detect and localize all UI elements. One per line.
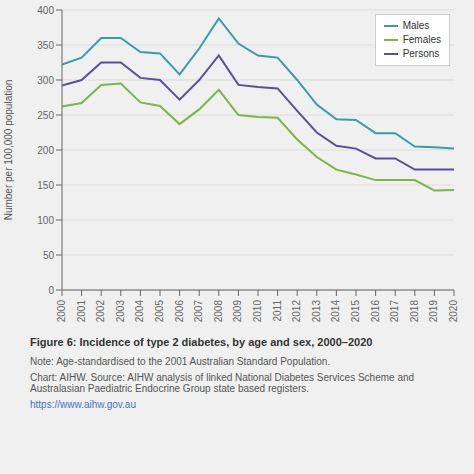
svg-text:2013: 2013 (311, 300, 322, 323)
svg-text:2000: 2000 (56, 300, 67, 323)
svg-text:2006: 2006 (174, 300, 185, 323)
svg-text:350: 350 (37, 40, 54, 51)
svg-text:2012: 2012 (291, 300, 302, 323)
svg-text:2011: 2011 (272, 300, 283, 322)
svg-text:2020: 2020 (448, 300, 459, 323)
svg-text:2004: 2004 (135, 300, 146, 323)
svg-text:2014: 2014 (331, 300, 342, 323)
svg-text:2007: 2007 (193, 300, 204, 323)
svg-text:2003: 2003 (115, 300, 126, 323)
svg-text:2010: 2010 (252, 300, 263, 323)
html-text:Note: Age-standardised to the: Note: Age-standardised to the 2001 Austr… (30, 356, 331, 367)
svg-text:Number per 100,000 population: Number per 100,000 population (8, 80, 14, 221)
html-text:Males: Males (402, 20, 430, 31)
html-text:Females: Females (402, 34, 441, 45)
svg-text:2017: 2017 (389, 300, 400, 323)
html-text:Figure 6: Incidence of type 2: Figure 6: Incidence of type 2 diabetes, … (30, 336, 373, 348)
svg-text:50: 50 (43, 250, 55, 261)
svg-text:250: 250 (37, 110, 54, 121)
html-text:Persons: Persons (402, 48, 440, 59)
html-text:Chart: AIHW. Source: AIHW anal: Chart: AIHW. Source: AIHW analysis of li… (30, 372, 415, 394)
svg-text:0: 0 (48, 285, 54, 296)
svg-text:2002: 2002 (95, 300, 106, 323)
svg-text:300: 300 (37, 75, 54, 86)
svg-text:100: 100 (37, 215, 54, 226)
svg-text:2015: 2015 (350, 300, 361, 323)
svg-text:2008: 2008 (213, 300, 224, 323)
svg-text:2018: 2018 (409, 300, 420, 323)
html-text:https://www.aihw.gov.au: https://www.aihw.gov.au (30, 399, 136, 410)
svg-text:2016: 2016 (370, 300, 381, 323)
svg-text:2001: 2001 (76, 300, 87, 323)
svg-text:2019: 2019 (429, 300, 440, 323)
svg-text:2005: 2005 (154, 300, 165, 323)
svg-text:2009: 2009 (233, 300, 244, 323)
svg-text:200: 200 (37, 145, 54, 156)
svg-text:400: 400 (37, 5, 54, 16)
svg-text:150: 150 (37, 180, 54, 191)
